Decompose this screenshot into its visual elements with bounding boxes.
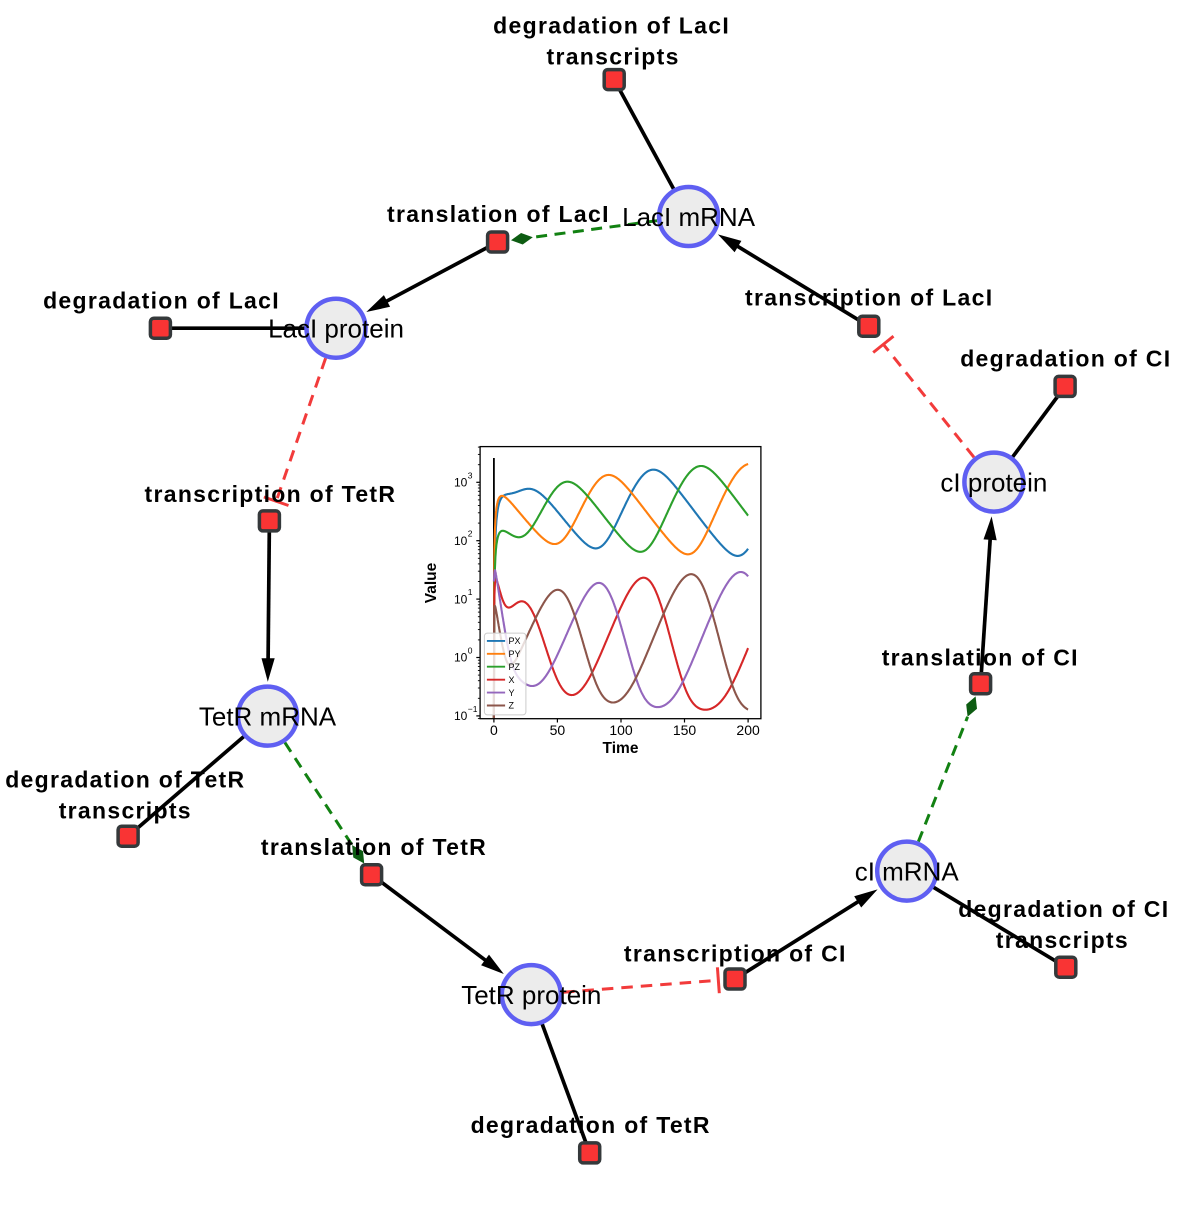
svg-text:PY: PY (509, 649, 521, 659)
svg-text:transcripts: transcripts (547, 44, 680, 70)
svg-text:translation of LacI: translation of LacI (387, 201, 610, 227)
svg-text:cI protein: cI protein (940, 467, 1047, 497)
svg-text:10: 10 (454, 709, 468, 723)
svg-text:100: 100 (609, 722, 633, 738)
svg-text:10: 10 (454, 651, 468, 665)
svg-text:2: 2 (468, 529, 473, 539)
svg-text:PX: PX (509, 636, 521, 646)
svg-text:transcription of TetR: transcription of TetR (145, 481, 397, 507)
svg-text:degradation of CI: degradation of CI (960, 345, 1171, 371)
svg-text:10: 10 (454, 592, 468, 606)
svg-text:−1: −1 (468, 704, 478, 714)
svg-text:Z: Z (509, 701, 515, 711)
svg-text:200: 200 (736, 722, 760, 738)
svg-text:50: 50 (550, 722, 566, 738)
svg-text:TetR mRNA: TetR mRNA (199, 701, 337, 731)
svg-text:degradation of LacI: degradation of LacI (43, 288, 280, 314)
svg-text:degradation of LacI: degradation of LacI (493, 13, 730, 39)
svg-text:10: 10 (454, 476, 468, 490)
svg-text:1: 1 (468, 587, 473, 597)
svg-text:3: 3 (468, 470, 473, 480)
svg-text:PZ: PZ (509, 662, 521, 672)
svg-text:150: 150 (673, 722, 697, 738)
svg-text:0: 0 (468, 646, 473, 656)
svg-text:0: 0 (490, 722, 498, 738)
svg-text:transcripts: transcripts (59, 798, 192, 824)
svg-text:degradation of CI: degradation of CI (958, 896, 1169, 922)
svg-text:degradation of TetR: degradation of TetR (5, 766, 245, 792)
svg-text:Y: Y (509, 688, 515, 698)
svg-text:cI mRNA: cI mRNA (855, 856, 960, 886)
svg-text:Time: Time (603, 740, 639, 757)
svg-text:translation of CI: translation of CI (882, 644, 1079, 670)
svg-text:transcripts: transcripts (996, 927, 1129, 953)
svg-text:X: X (509, 675, 515, 685)
svg-text:10: 10 (454, 534, 468, 548)
svg-text:LacI mRNA: LacI mRNA (622, 202, 756, 232)
svg-text:Value: Value (423, 562, 440, 603)
svg-text:TetR protein: TetR protein (461, 980, 601, 1010)
svg-text:degradation of TetR: degradation of TetR (471, 1112, 711, 1138)
svg-text:translation of TetR: translation of TetR (261, 834, 487, 860)
svg-text:LacI protein: LacI protein (268, 314, 404, 344)
svg-text:transcription of LacI: transcription of LacI (745, 284, 993, 310)
svg-text:transcription of CI: transcription of CI (624, 941, 847, 967)
